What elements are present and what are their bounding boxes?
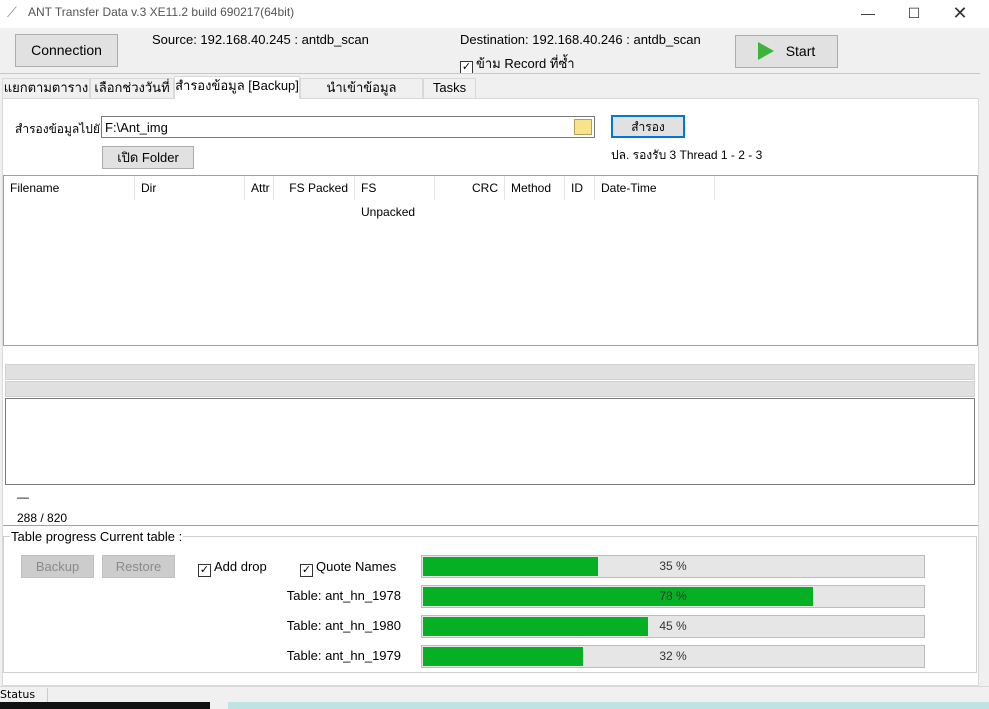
column-header-attr[interactable]: Attr xyxy=(245,176,274,200)
progress-bar: 35 % xyxy=(421,555,925,578)
log-dash: — xyxy=(17,490,29,504)
column-header-id[interactable]: ID xyxy=(565,176,595,200)
table-name-label: Table: ant_hn_1979 xyxy=(286,648,401,663)
title-bar: ⟋ ANT Transfer Data v.3 XE11.2 build 690… xyxy=(0,0,989,28)
checkbox-check-icon: ✓ xyxy=(198,564,211,577)
connection-button[interactable]: Connection xyxy=(15,34,118,67)
app-logo-icon: ⟋ xyxy=(7,4,17,20)
progress-bar: 32 % xyxy=(421,645,925,668)
progress-fill xyxy=(423,557,598,576)
progress-percent: 35 % xyxy=(659,559,687,573)
start-button[interactable]: Start xyxy=(735,35,838,68)
add-drop-checkbox[interactable]: ✓ Add drop xyxy=(198,559,267,577)
column-header-date-time[interactable]: Date-Time xyxy=(595,176,715,200)
tab-backup[interactable]: สำรองข้อมูล [Backup] xyxy=(174,76,300,99)
table-name-label: Table: ant_hn_1980 xyxy=(286,618,401,633)
backup-destination-label: สำรองข้อมูลไปยัง xyxy=(15,122,106,136)
backup-start-button[interactable]: สำรอง xyxy=(611,115,685,138)
destination-label: Destination: 192.168.40.246 : antdb_scan xyxy=(460,32,701,47)
skip-duplicate-checkbox[interactable]: ✓ ข้าม Record ที่ซ้ำ xyxy=(460,53,575,74)
log-textarea[interactable] xyxy=(5,398,975,485)
column-header-fs-unpacked[interactable]: FS Unpacked xyxy=(355,176,435,219)
maximize-button[interactable]: ☐ xyxy=(907,5,921,21)
progress-track-2 xyxy=(5,381,975,397)
column-header-filename[interactable]: Filename xyxy=(4,176,135,200)
table-progress-group xyxy=(3,536,977,673)
backup-path-value: F:\Ant_img xyxy=(105,120,168,135)
tab-tasks[interactable]: Tasks xyxy=(423,78,476,98)
record-count: 288 / 820 xyxy=(17,511,68,525)
folder-icon[interactable] xyxy=(574,119,592,135)
progress-percent: 45 % xyxy=(659,619,687,633)
status-text: Status xyxy=(0,688,36,701)
column-header-fs-packed[interactable]: FS Packed xyxy=(274,176,355,200)
checkbox-check-icon: ✓ xyxy=(300,564,313,577)
tab-restore[interactable]: นำเข้าข้อมูล [Restore] xyxy=(300,78,423,113)
tab-date-range[interactable]: เลือกช่วงวันที่ xyxy=(90,78,174,98)
window-title: ANT Transfer Data v.3 XE11.2 build 69021… xyxy=(28,5,295,19)
column-header-dir[interactable]: Dir xyxy=(135,176,245,200)
quote-names-label: Quote Names xyxy=(316,559,397,574)
file-list[interactable]: Filename Dir Attr FS Packed FS Unpacked … xyxy=(3,175,978,346)
progress-fill xyxy=(423,587,813,606)
column-header-crc[interactable]: CRC xyxy=(435,176,505,200)
minimize-button[interactable]: — xyxy=(861,5,875,21)
table-name-label: Table: ant_hn_1978 xyxy=(286,588,401,603)
progress-percent: 78 % xyxy=(659,589,687,603)
play-icon xyxy=(757,42,774,60)
progress-fill xyxy=(423,647,583,666)
tab-split-table[interactable]: แยกตามตาราง xyxy=(2,78,90,98)
backup-button[interactable]: Backup xyxy=(21,555,94,578)
thread-note: ปล. รองรับ 3 Thread 1 - 2 - 3 xyxy=(611,148,763,162)
close-button[interactable]: ✕ xyxy=(952,3,968,23)
restore-button[interactable]: Restore xyxy=(102,555,175,578)
add-drop-label: Add drop xyxy=(214,559,267,574)
progress-bar: 45 % xyxy=(421,615,925,638)
status-bar: Status xyxy=(0,686,989,702)
open-folder-button[interactable]: เปิด Folder xyxy=(102,146,194,169)
backup-path-input[interactable]: F:\Ant_img xyxy=(101,116,595,138)
source-label: Source: 192.168.40.245 : antdb_scan xyxy=(152,32,369,47)
column-header-method[interactable]: Method xyxy=(505,176,565,200)
progress-bar: 78 % xyxy=(421,585,925,608)
progress-percent: 32 % xyxy=(659,649,687,663)
skip-duplicate-label: ข้าม Record ที่ซ้ำ xyxy=(476,56,575,71)
progress-track-1 xyxy=(5,364,975,380)
start-label: Start xyxy=(785,43,816,59)
table-progress-label: Table progress Current table : xyxy=(10,529,184,544)
quote-names-checkbox[interactable]: ✓ Quote Names xyxy=(300,559,396,577)
progress-fill xyxy=(423,617,648,636)
